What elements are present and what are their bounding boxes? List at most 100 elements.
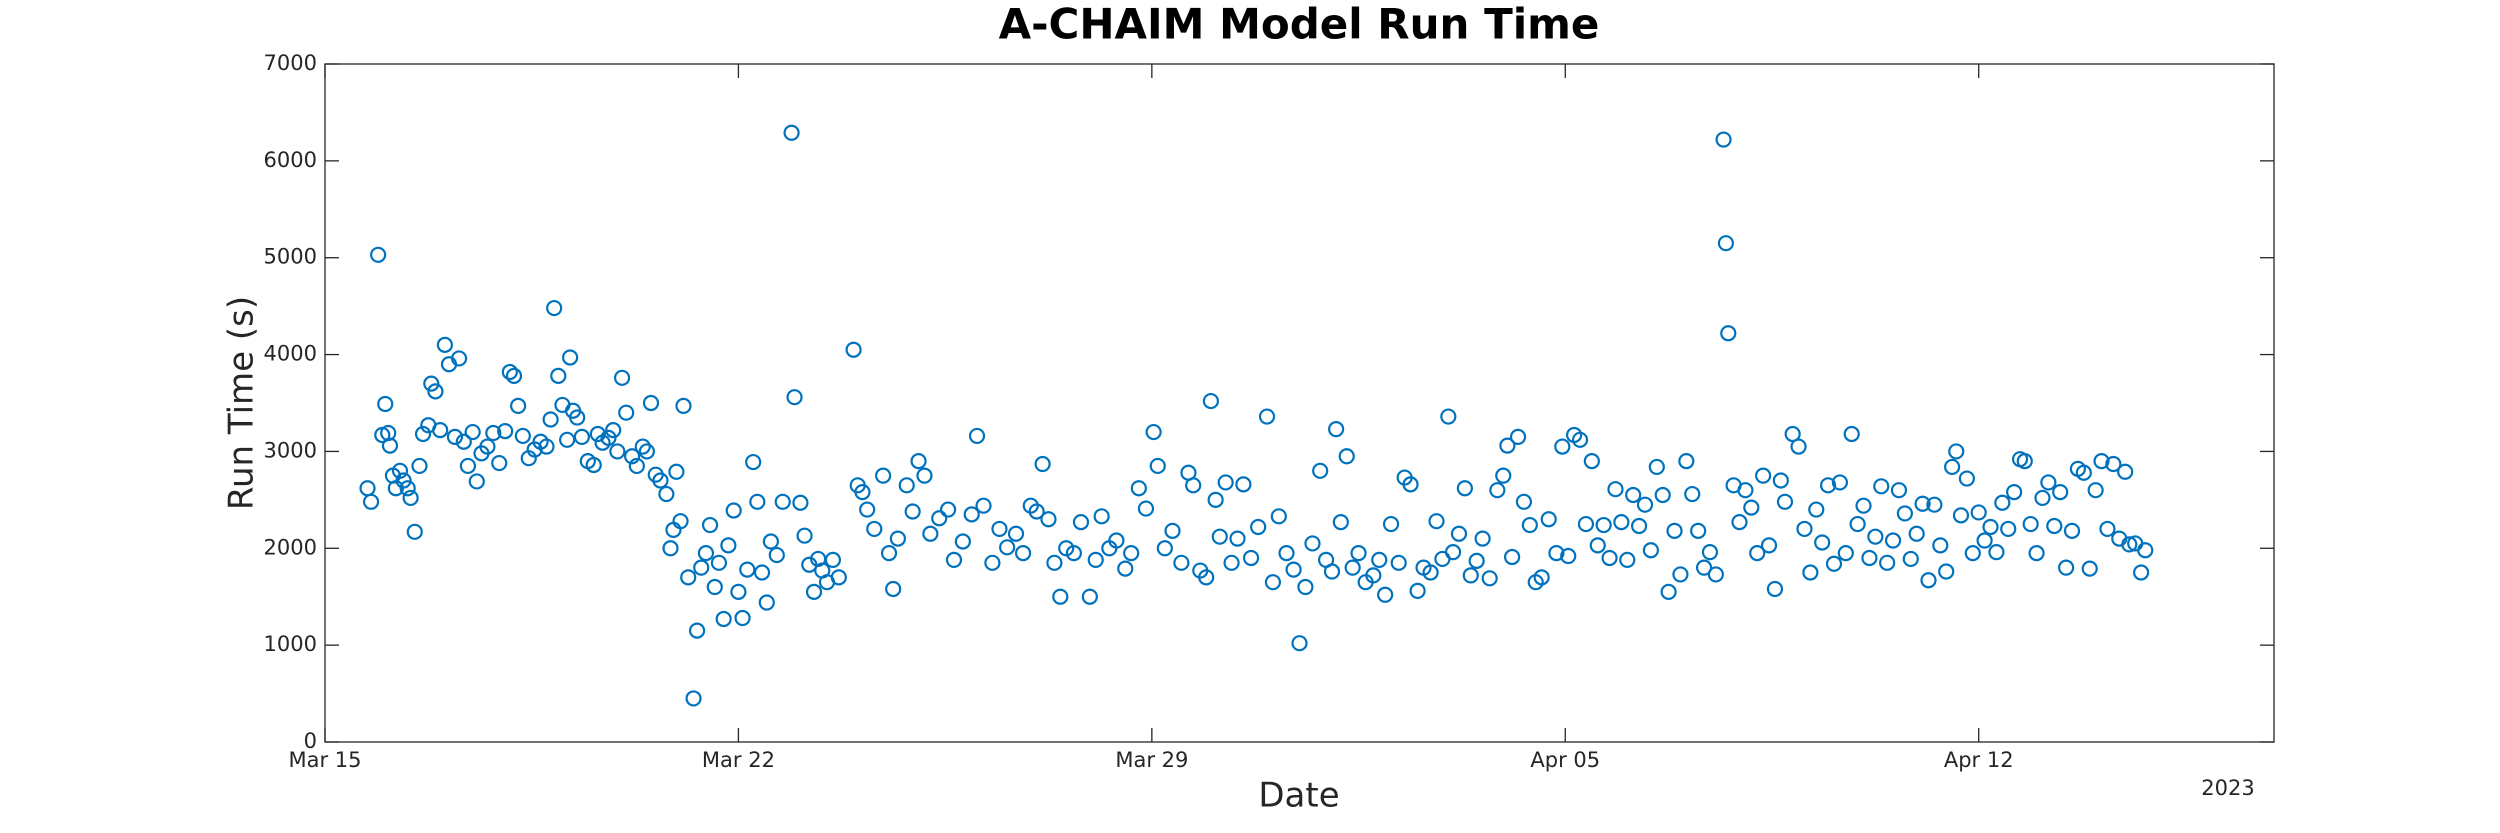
data-point [638,443,655,460]
data-point [725,502,742,519]
data-point [1630,517,1648,535]
data-point [1285,561,1302,578]
data-point [963,506,980,523]
data-point [745,453,762,471]
data-point [1849,515,1866,533]
data-point [1932,537,1949,554]
data-point [1908,525,1925,542]
data-point [968,427,986,445]
data-point [1499,437,1516,454]
data-point [796,527,813,544]
data-point [1920,572,1937,589]
data-point [1890,482,1908,499]
y-tick-label: 4000 [264,342,317,366]
data-point [680,569,697,586]
data-point [1312,462,1329,479]
data-point [432,422,449,439]
data-point [824,551,842,569]
data-point [2022,515,2039,533]
data-point [1377,586,1394,603]
data-point [546,299,563,317]
data-point [1982,518,1999,536]
data-point [464,423,481,441]
data-point [618,404,635,421]
data-point [1365,567,1382,584]
chart-title: A-CHAIM Model Run Time [999,0,1600,49]
data-point [1884,532,1902,549]
data-point [1672,566,1689,583]
data-point [1837,545,1854,562]
data-point [436,336,453,353]
data-point [1422,564,1439,581]
data-point [634,438,651,455]
data-point [1802,564,1819,581]
data-point [1515,493,1533,510]
data-point [395,472,412,489]
data-point [624,448,641,465]
data-point [1198,569,1215,586]
data-point [675,397,692,415]
data-point [414,425,432,443]
y-tick-label: 3000 [264,438,317,462]
data-point [1521,516,1538,534]
data-point [859,501,876,518]
data-point [1926,496,1943,513]
data-point [1108,532,1125,549]
data-point [585,456,602,474]
data-point [1250,518,1267,536]
data-point [1185,477,1202,494]
data-point [1749,545,1766,562]
data-point [1879,554,1896,571]
data-point [1660,583,1677,600]
data-point [605,422,622,439]
data-point [768,546,785,564]
data-point [1944,458,1961,476]
data-point [1428,513,1445,530]
data-point [370,246,387,263]
data-point [589,425,606,443]
data-point [505,367,523,384]
x-tick-label: Mar 29 [1115,748,1188,772]
data-point [491,454,508,472]
data-point [1332,514,1349,531]
data-point [1270,508,1287,525]
data-point [542,411,559,428]
data-point [1291,635,1308,652]
data-point [1776,493,1794,510]
data-point [423,375,440,392]
data-point [1784,425,1801,443]
data-point [672,513,689,530]
data-point [2000,520,2017,538]
data-point [715,610,732,628]
data-point [1217,474,1234,491]
data-point [1554,438,1571,455]
data-point [1007,525,1025,542]
y-tick-label: 1000 [264,632,317,656]
data-point [758,594,775,611]
data-point [1540,511,1557,528]
x-tick-label: Mar 22 [702,748,775,772]
data-point [1790,438,1807,455]
data-point [381,437,399,454]
data-point [1258,408,1276,425]
data-point [1695,559,1713,576]
x-tick-label: Apr 12 [1944,748,2014,772]
data-point [1701,544,1719,561]
data-point [377,395,394,413]
data-point [1123,545,1140,562]
data-point [380,424,397,442]
data-point [1760,537,1778,554]
data-point [1737,482,1754,499]
data-point [1825,555,1843,572]
data-point [2075,464,2092,481]
data-point [1145,423,1162,441]
data-point [1040,511,1057,528]
data-point [1619,551,1636,569]
data-point [1489,482,1506,499]
data-point [446,428,464,445]
data-point [786,389,803,406]
data-point [514,427,531,445]
data-point [1495,467,1512,484]
data-point [628,457,645,475]
data-point [706,578,723,596]
